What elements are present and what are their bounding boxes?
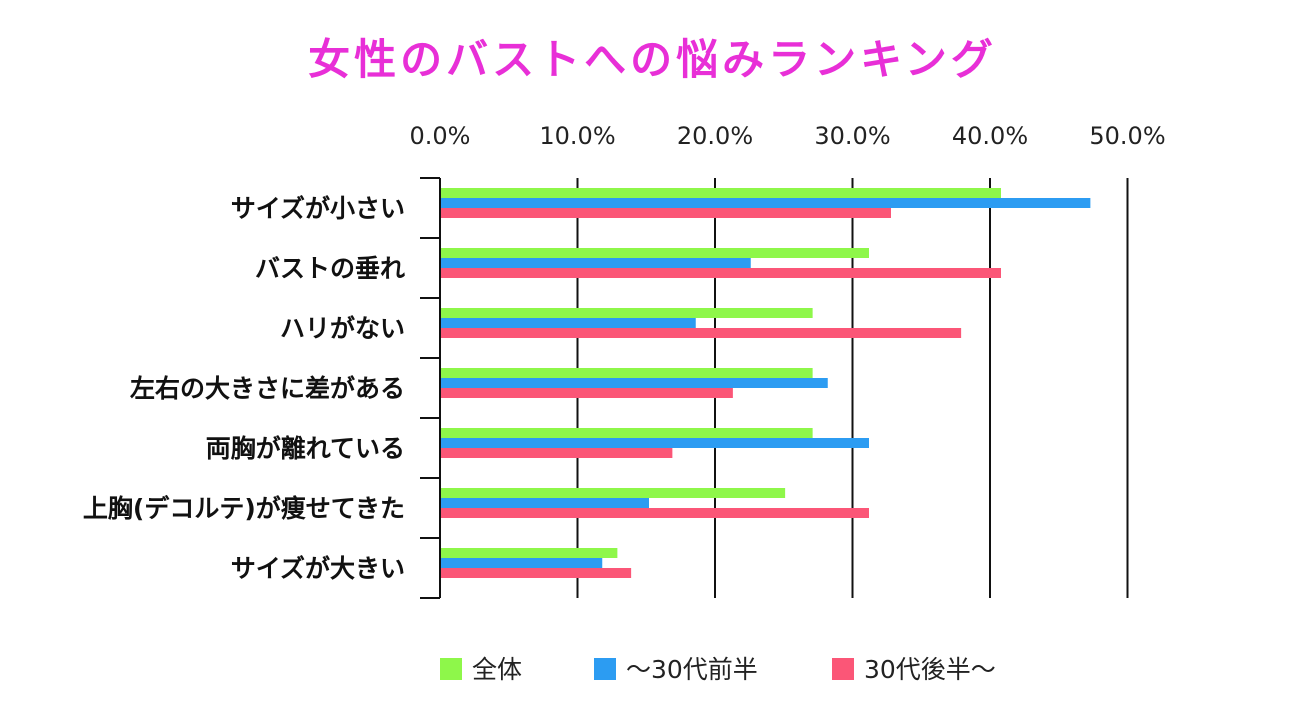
legend-swatch xyxy=(594,658,616,680)
bar xyxy=(440,558,603,568)
bar xyxy=(440,568,632,578)
bar xyxy=(440,448,673,458)
bar xyxy=(440,548,618,558)
bar xyxy=(440,388,733,398)
legend: 全体 〜30代前半 30代後半〜 xyxy=(440,655,996,684)
bar xyxy=(440,438,869,448)
category-label: バストの垂れ xyxy=(255,254,405,283)
y-axis xyxy=(420,177,441,599)
x-axis-ticks: 0.0% 10.0% 20.0% 30.0% 40.0% 50.0% xyxy=(410,122,1166,150)
category-label: 左右の大きさに差がある xyxy=(130,374,405,403)
x-tick-label: 0.0% xyxy=(410,122,471,150)
x-tick-label: 20.0% xyxy=(677,122,753,150)
category-label: 両胸が離れている xyxy=(206,434,405,463)
bar xyxy=(440,508,869,518)
bar xyxy=(440,268,1001,278)
category-label: ハリがない xyxy=(280,314,405,343)
bar xyxy=(440,428,813,438)
legend-label: 30代後半〜 xyxy=(864,655,996,684)
bar xyxy=(440,308,813,318)
legend-swatch xyxy=(832,658,854,680)
chart-title: 女性のバストへの悩みランキング xyxy=(308,35,997,84)
bars xyxy=(440,188,1091,578)
bar xyxy=(440,208,891,218)
bar xyxy=(440,368,813,378)
bar xyxy=(440,318,696,328)
bar xyxy=(440,498,649,508)
x-tick-label: 50.0% xyxy=(1089,122,1165,150)
bar xyxy=(440,488,786,498)
bar xyxy=(440,198,1091,208)
category-label: 上胸(デコルテ)が痩せてきた xyxy=(83,494,405,523)
x-tick-label: 40.0% xyxy=(952,122,1028,150)
legend-swatch xyxy=(440,658,462,680)
x-tick-label: 10.0% xyxy=(539,122,615,150)
legend-label: 〜30代前半 xyxy=(626,655,758,684)
bar xyxy=(440,248,869,258)
category-label: サイズが大きい xyxy=(231,554,405,583)
category-label: サイズが小さい xyxy=(231,194,405,223)
x-tick-label: 30.0% xyxy=(814,122,890,150)
bar xyxy=(440,188,1001,198)
bar xyxy=(440,328,962,338)
bar xyxy=(440,378,828,388)
category-labels: サイズが小さいバストの垂れハリがない左右の大きさに差がある両胸が離れている上胸(… xyxy=(83,194,405,583)
bar xyxy=(440,258,751,268)
legend-label: 全体 xyxy=(472,655,522,684)
